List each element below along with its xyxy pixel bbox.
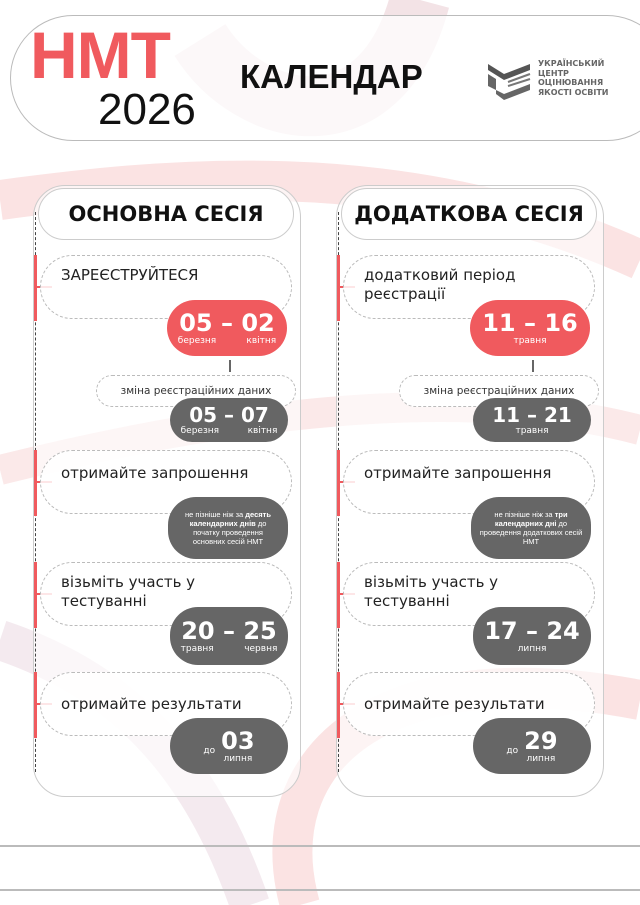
- logo-line: ЯКОСТІ ОСВІТИ: [538, 87, 609, 97]
- month-label: квітня: [246, 335, 277, 346]
- date-day: 03: [221, 727, 255, 755]
- date-to: 21: [543, 402, 572, 427]
- date-prefix: до: [506, 746, 519, 756]
- date-from: 05: [189, 402, 218, 427]
- brand-year: 2026: [98, 85, 196, 134]
- step-test: візьміть участь у тестуванні: [343, 562, 595, 626]
- brand-title: НМТ: [30, 18, 171, 92]
- results-date-badge: до 03 липня: [170, 718, 288, 774]
- registration-dates-badge: 05 – 02 березня квітня: [167, 300, 287, 356]
- ucoea-logo-text: УКРАЇНСЬКИЙ ЦЕНТР ОЦІНЮВАННЯ ЯКОСТІ ОСВІ…: [538, 59, 609, 97]
- month-label: березня: [177, 335, 217, 346]
- results-date-badge: до 29 липня: [473, 718, 591, 774]
- step-label: ЗАРЕЄСТРУЙТЕСЯ: [61, 266, 199, 284]
- date-to: 02: [241, 308, 275, 337]
- note-emphasis: десять календарних днів: [189, 510, 271, 528]
- header-banner: [10, 15, 640, 141]
- note-text: не пізніше ніж за: [494, 510, 553, 519]
- session-title: ОСНОВНА СЕСІЯ: [38, 188, 294, 240]
- month-label: травня: [180, 643, 214, 654]
- month-label: квітня: [247, 425, 278, 436]
- registration-dates-badge: 11 – 16 травня: [470, 300, 590, 356]
- date-to: 24: [546, 616, 580, 645]
- logo-line: УКРАЇНСЬКИЙ: [538, 59, 605, 68]
- step-label: отримайте результати: [61, 694, 242, 713]
- divider: [0, 889, 640, 891]
- step-label: візьміть участь у тестуванні: [61, 573, 196, 610]
- month-label: березня: [180, 425, 220, 436]
- date-prefix: до: [203, 746, 216, 756]
- testing-dates-badge: 17 – 24 липня: [473, 607, 591, 665]
- month-label: червня: [244, 643, 278, 654]
- month-label: липня: [526, 754, 556, 764]
- divider: [0, 845, 640, 847]
- step-label: візьміть участь у тестуванні: [364, 573, 499, 610]
- note-emphasis: три календарних дні: [494, 510, 568, 528]
- date-from: 17: [484, 616, 518, 645]
- date-to: 16: [544, 308, 578, 337]
- date-day: 29: [524, 727, 558, 755]
- logo-line: ЦЕНТР: [538, 68, 569, 78]
- month-label: травня: [515, 425, 549, 436]
- step-label: отримайте запрошення: [364, 464, 552, 482]
- date-from: 20: [181, 616, 215, 645]
- invitation-note-badge: не пізніше ніж за три календарних дні до…: [471, 497, 591, 559]
- timeline-marker: [337, 562, 340, 628]
- timeline-marker: [337, 255, 340, 321]
- testing-dates-badge: 20 – 25 травня червня: [170, 607, 288, 665]
- connector: [229, 360, 231, 372]
- invitation-note-badge: не пізніше ніж за десять календарних дні…: [168, 497, 288, 559]
- note-text: до початку проведення основних сесій НМТ: [192, 519, 267, 546]
- date-to: 25: [243, 616, 277, 645]
- timeline-marker: [337, 450, 340, 516]
- date-from: 11: [492, 402, 521, 427]
- month-label: липня: [517, 643, 547, 654]
- timeline-marker: [337, 672, 340, 738]
- timeline-marker: [34, 562, 37, 628]
- step-label: отримайте запрошення: [61, 464, 249, 482]
- date-from: 05: [179, 308, 213, 337]
- step-label: отримайте результати: [364, 694, 545, 713]
- month-label: липня: [223, 754, 253, 764]
- date-to: 07: [240, 402, 269, 427]
- change-dates-badge: 05 – 07 березня квітня: [170, 398, 288, 442]
- session-title: ДОДАТКОВА СЕСІЯ: [341, 188, 597, 240]
- month-label: травня: [513, 335, 547, 346]
- timeline-marker: [34, 450, 37, 516]
- change-dates-badge: 11 – 21 травня: [473, 398, 591, 442]
- timeline-marker: [34, 672, 37, 738]
- ucoea-logo-icon: [488, 64, 531, 100]
- page-title: КАЛЕНДАР: [240, 58, 423, 95]
- date-from: 11: [482, 308, 516, 337]
- timeline-marker: [34, 255, 37, 321]
- connector: [532, 360, 534, 372]
- logo-line: ОЦІНЮВАННЯ: [538, 78, 604, 87]
- note-text: не пізніше ніж за: [185, 510, 244, 519]
- step-label: додатковий період реєстрації: [364, 266, 516, 303]
- note-text: до проведення додаткових сесій НМТ: [479, 519, 583, 546]
